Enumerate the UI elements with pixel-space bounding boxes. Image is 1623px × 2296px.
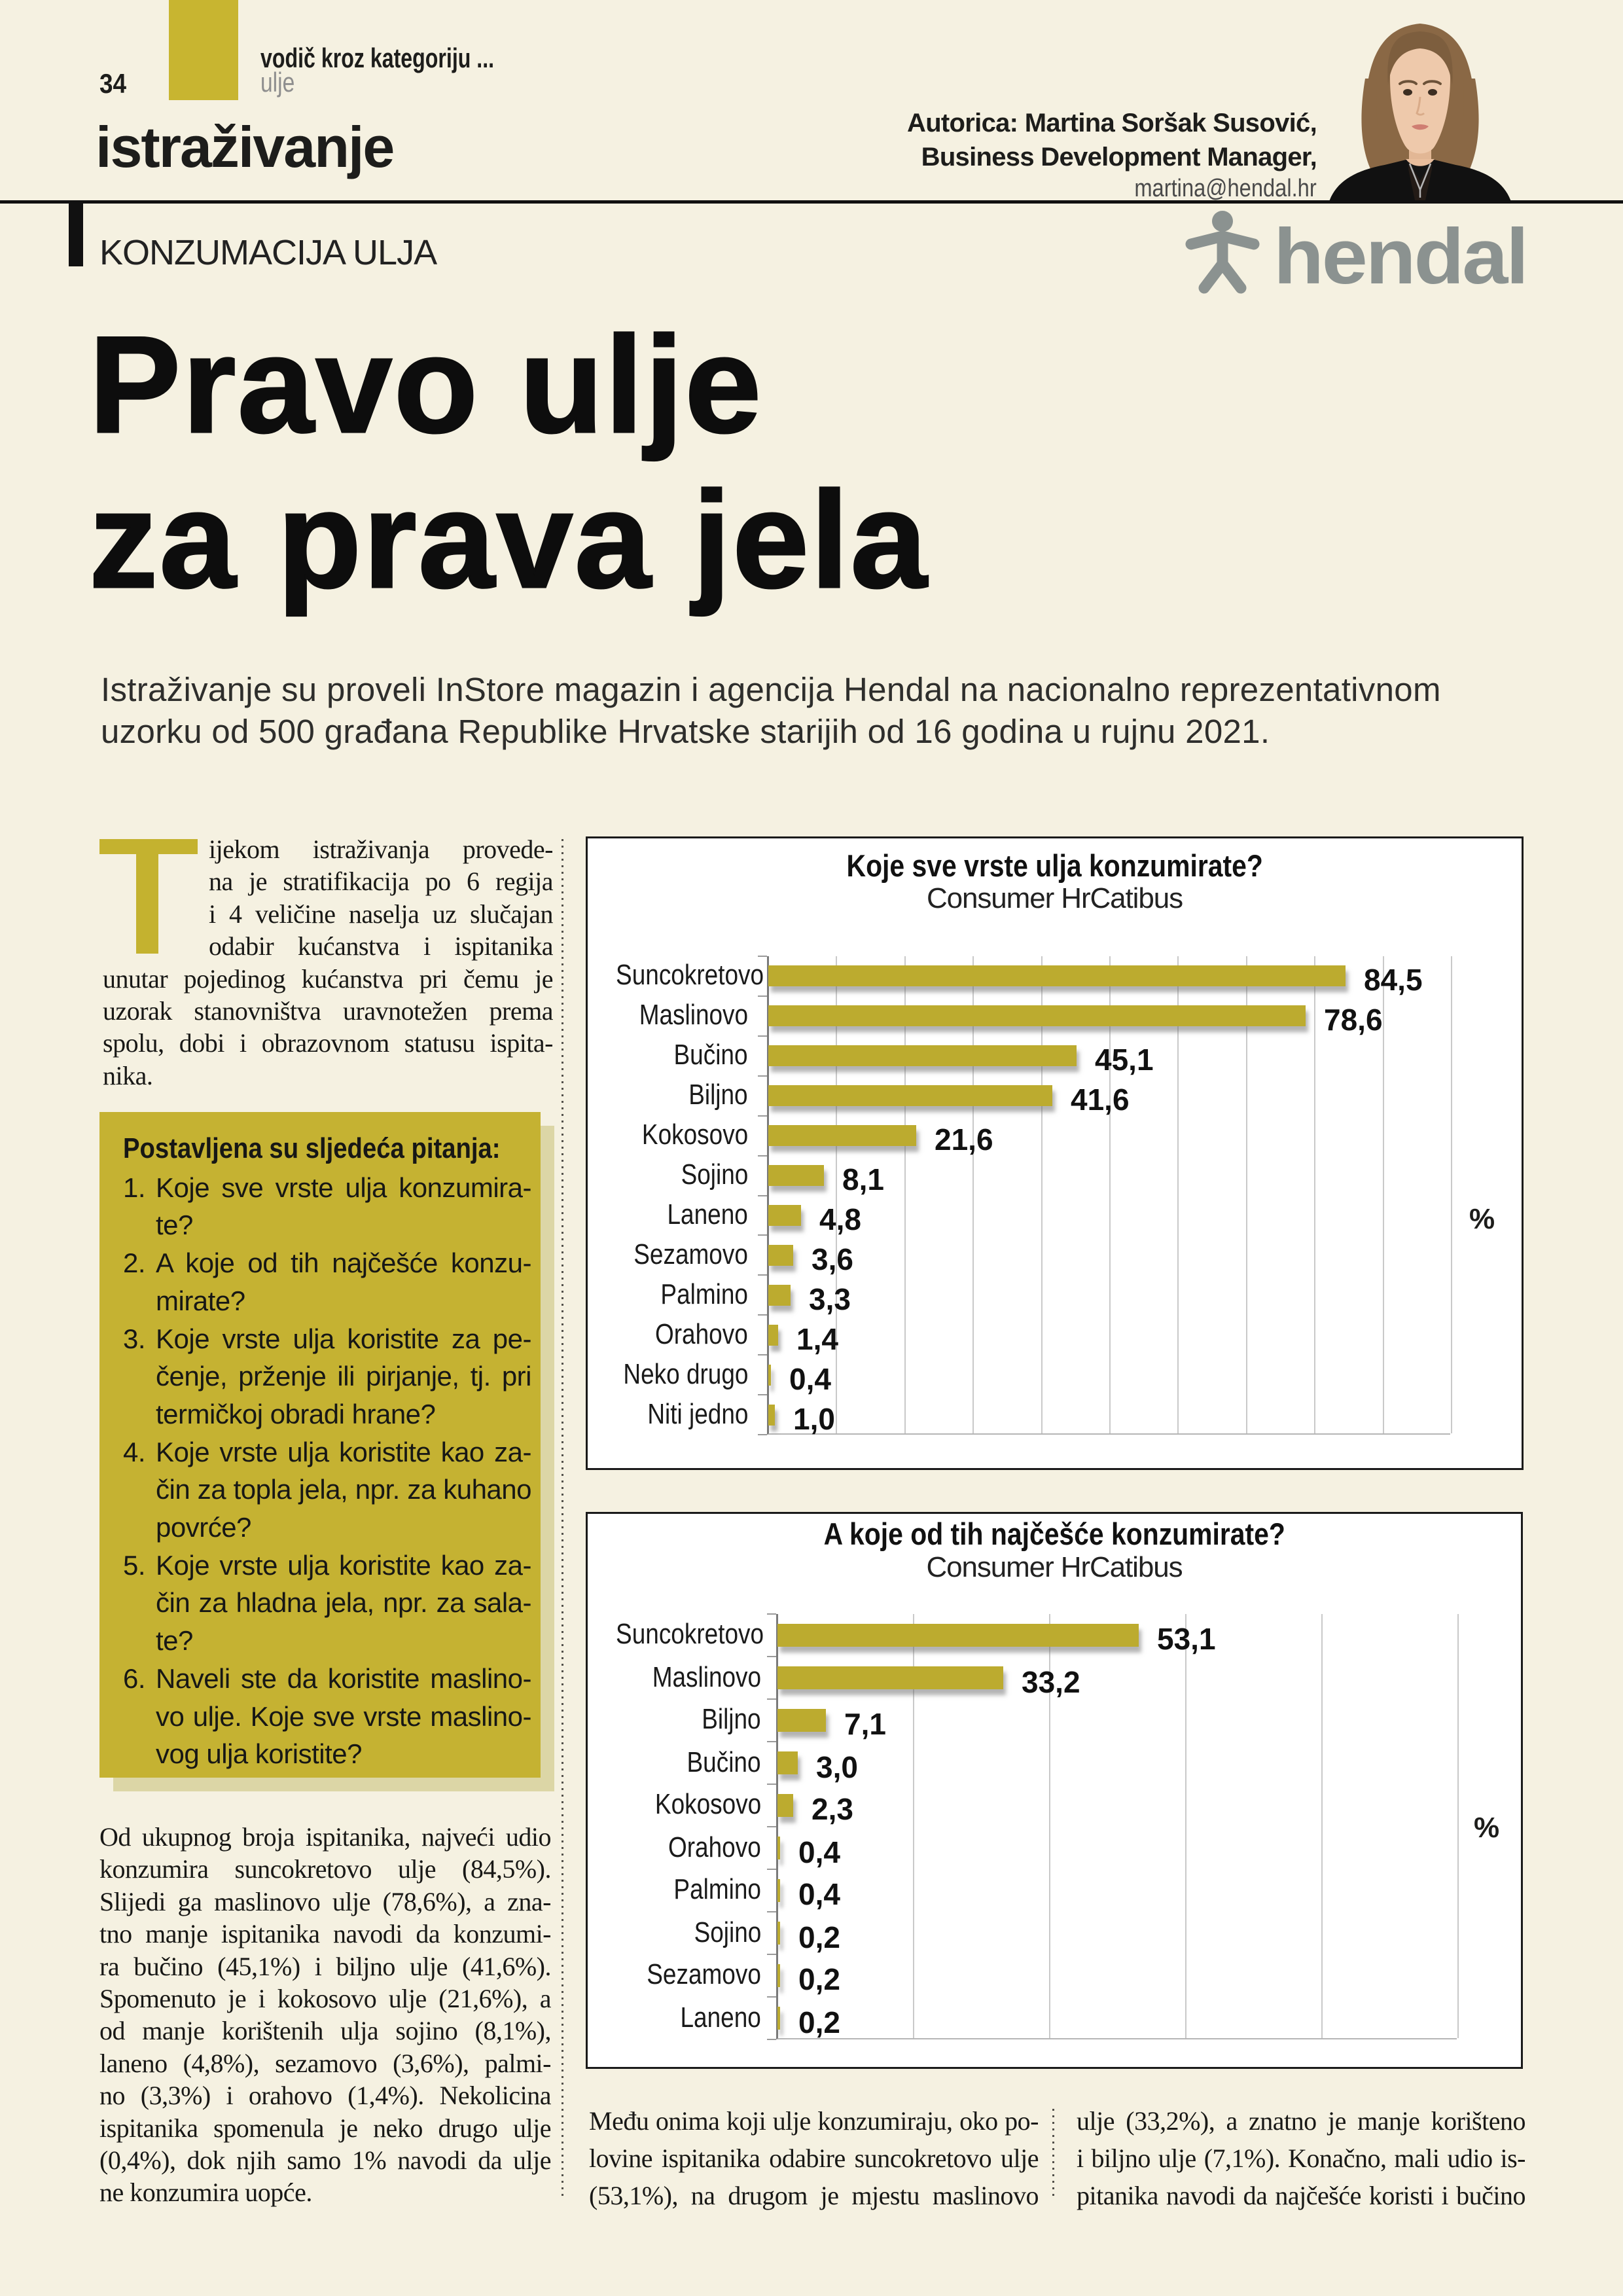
svg-text:hendal: hendal [1274, 213, 1527, 298]
